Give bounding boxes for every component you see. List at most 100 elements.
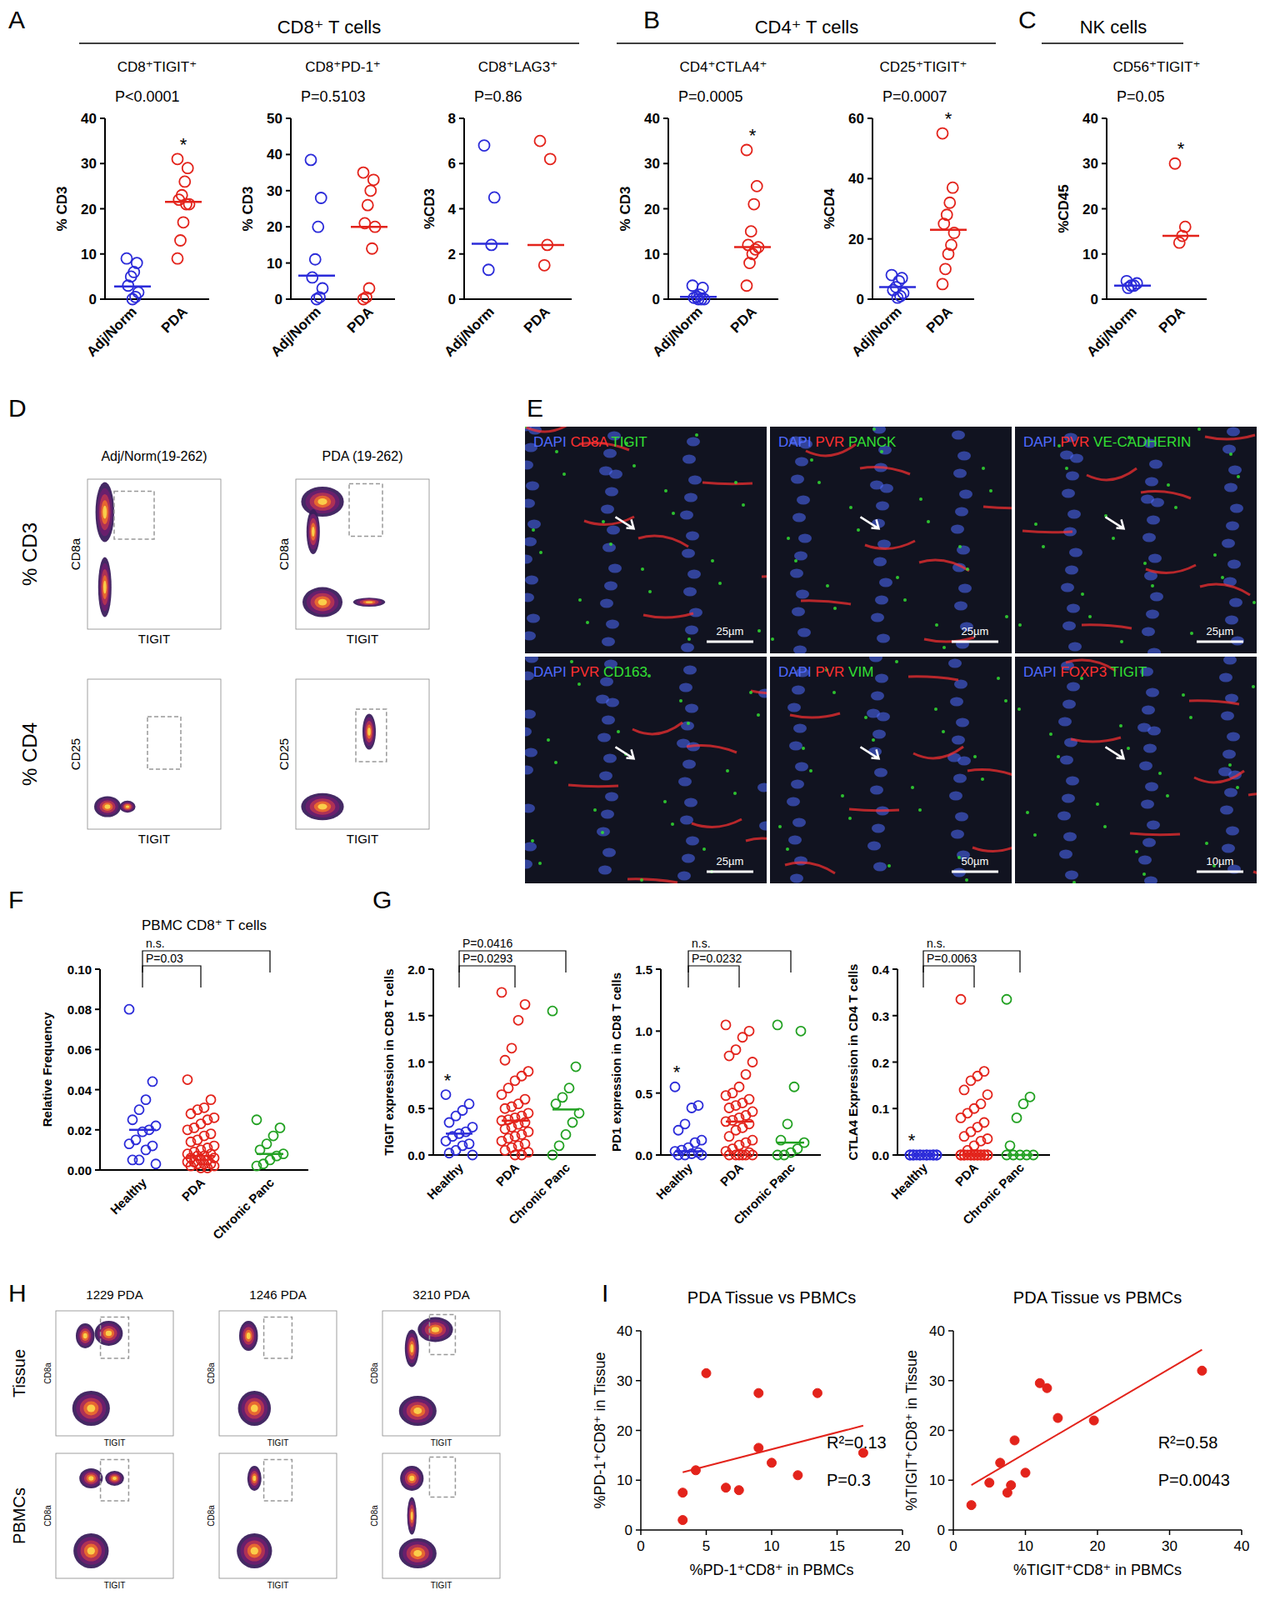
nucleus — [950, 830, 965, 840]
nucleus — [786, 797, 800, 807]
stain-dot — [695, 433, 699, 437]
nucleus — [872, 426, 886, 435]
p-value: P=0.5103 — [300, 88, 366, 105]
marks — [125, 1005, 289, 1173]
stain-name: DAPI — [778, 664, 812, 680]
nucleus — [1062, 621, 1076, 631]
stain-label: DAPI PVR CD163 — [533, 664, 648, 680]
nucleus — [680, 643, 695, 653]
flow-density — [95, 482, 115, 618]
stain-dot — [934, 707, 938, 711]
nucleus — [605, 792, 619, 802]
micrograph: DAPI PVR VE-CADHERIN25µm — [1015, 426, 1257, 658]
flow-y-label: CD8a — [43, 1362, 53, 1385]
y-tick — [948, 1380, 954, 1382]
nucleus — [605, 698, 620, 708]
scale-label: 25µm — [716, 625, 745, 638]
flow-y-label: CD25 — [68, 738, 83, 770]
density-blob — [300, 486, 344, 517]
stain-dot — [1150, 584, 1155, 588]
scatter-plot: 01020304005101520PDA Tissue vs PBMCs%PD-… — [591, 1288, 910, 1579]
point — [960, 1131, 970, 1141]
median-line — [930, 229, 967, 232]
gate — [429, 1315, 455, 1355]
nucleus — [870, 613, 885, 623]
nucleus — [525, 537, 537, 547]
annotation: R²=0.13 — [826, 1433, 887, 1452]
density-blob — [245, 1330, 253, 1342]
nucleus — [685, 531, 700, 541]
category-label: PDA — [717, 1160, 747, 1190]
flow-y-label: CD25 — [276, 738, 291, 770]
density-blob — [406, 1401, 430, 1420]
density-blob — [100, 500, 109, 525]
category-label: Adj/Norm — [848, 303, 905, 360]
nucleus — [873, 862, 887, 872]
stain-dot — [756, 713, 760, 717]
header-rule — [616, 42, 996, 45]
stain-dot — [942, 645, 946, 650]
stain-name: TIGIT — [607, 434, 648, 450]
stain-signal — [632, 722, 683, 735]
stain-dot — [600, 830, 605, 835]
nucleus — [1059, 850, 1073, 860]
density-blob — [77, 1325, 93, 1346]
stain-dot — [1120, 640, 1124, 644]
nucleus — [1066, 604, 1080, 614]
stain-signal — [761, 576, 767, 580]
density-blob — [410, 1547, 425, 1560]
density-blob — [311, 526, 315, 537]
point — [555, 1140, 565, 1150]
nucleus — [683, 587, 697, 597]
nucleus — [680, 815, 694, 825]
point — [186, 1161, 196, 1171]
density-blob — [110, 1475, 119, 1481]
stain-dot — [872, 427, 876, 431]
point — [745, 225, 757, 237]
x-tick — [836, 1530, 839, 1535]
comparison-label: n.s. — [926, 936, 946, 950]
marks — [441, 987, 585, 1160]
density-blob — [364, 717, 375, 747]
stain-dot — [749, 690, 753, 695]
nucleus — [1057, 811, 1071, 821]
nucleus — [681, 549, 695, 559]
y-tick-label: 10 — [266, 255, 283, 272]
density-blob — [238, 1390, 271, 1426]
density-blob — [96, 798, 119, 815]
nucleus — [1141, 705, 1155, 715]
stain-dot — [670, 822, 675, 826]
nucleus — [1230, 504, 1244, 514]
stain-dot — [1004, 699, 1008, 703]
flow-frame — [219, 1310, 337, 1436]
y-axis-label: CTLA4 Expression in CD4 T cells — [845, 964, 860, 1161]
gate — [264, 1460, 293, 1502]
stain-dot — [895, 660, 899, 664]
stain-dot — [1220, 575, 1225, 580]
stain-signal — [1189, 700, 1240, 705]
marks — [670, 1020, 810, 1160]
nucleus — [1148, 554, 1162, 564]
stain-dot — [935, 623, 939, 627]
y-tick-label: 0.5 — [407, 1101, 425, 1116]
point — [141, 1145, 151, 1155]
density-blob — [99, 800, 115, 813]
density-blob — [100, 1325, 117, 1341]
y-axis-label: %PD-1⁺CD8⁺ in Tissue — [591, 1351, 609, 1509]
point — [970, 1140, 980, 1150]
flow-plot: CD8aTIGIT — [206, 1310, 337, 1448]
density-blob — [88, 1475, 94, 1480]
density-blob — [81, 1470, 101, 1486]
comparison-bracket — [923, 950, 1020, 973]
density-blob — [410, 1344, 414, 1353]
nucleus — [685, 704, 699, 714]
scale-bar — [1196, 640, 1244, 644]
point — [178, 216, 190, 228]
x-tick-label: 20 — [895, 1538, 911, 1555]
category-label: Healthy — [424, 1160, 467, 1203]
y-axis-label: TIGIT expression in CD8 T cells — [381, 968, 396, 1155]
y-tick — [635, 1480, 641, 1482]
median-line — [777, 1141, 805, 1145]
nucleus — [1058, 717, 1072, 727]
category-label: Chronic Panc — [505, 1160, 573, 1227]
